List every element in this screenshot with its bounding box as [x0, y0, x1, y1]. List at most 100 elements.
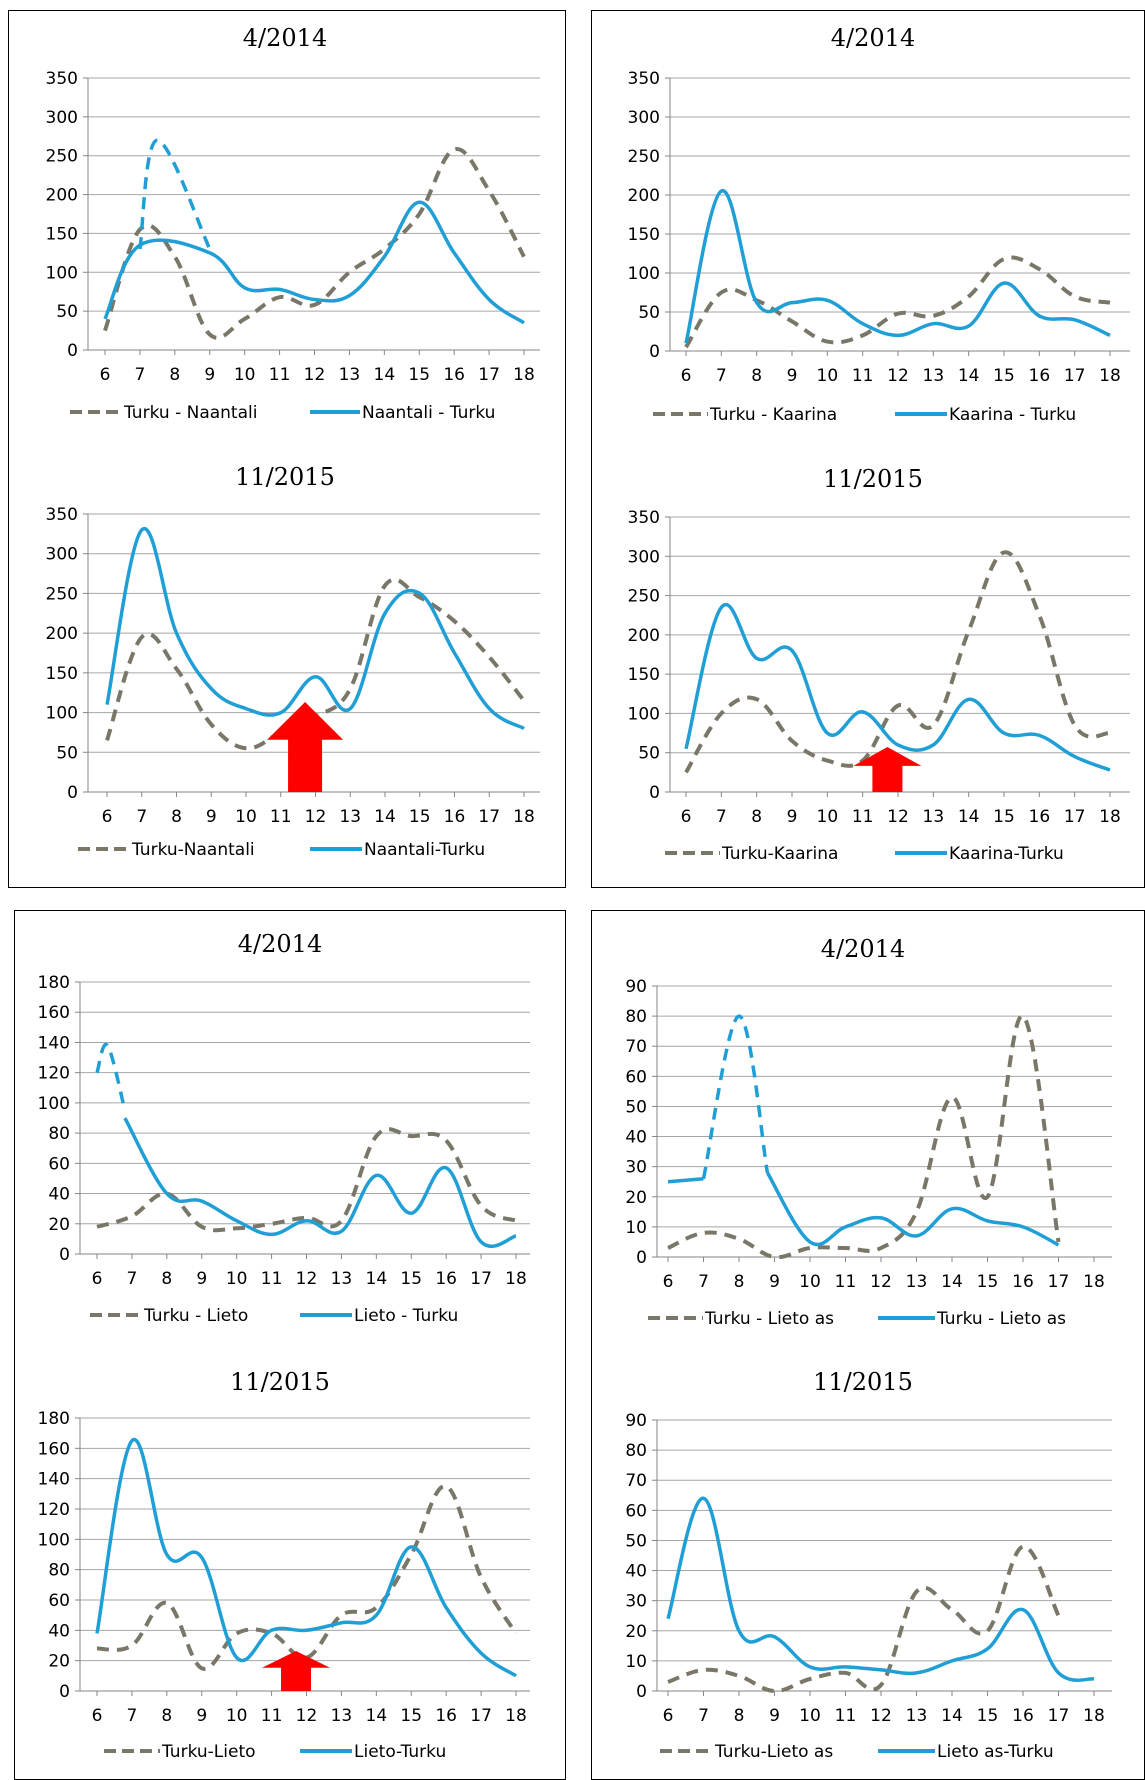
series-line-missing-segment	[701, 1014, 770, 1180]
x-tick-label: 10	[799, 1706, 821, 1726]
y-tick-label: 140	[38, 1470, 70, 1490]
x-tick-label: 8	[734, 1706, 745, 1726]
y-tick-label: 30	[625, 1592, 647, 1612]
x-tick-label: 7	[716, 807, 727, 827]
x-tick-label: 16	[1029, 807, 1051, 827]
y-tick-label: 200	[628, 186, 660, 206]
x-tick-label: 15	[993, 807, 1015, 827]
series-line-1	[105, 526, 525, 731]
legend-label: Kaarina-Turku	[949, 844, 1064, 864]
y-tick-label: 150	[46, 664, 78, 684]
x-tick-label: 10	[226, 1706, 248, 1726]
y-tick-label: 250	[46, 584, 78, 604]
y-tick-label: 60	[48, 1154, 70, 1174]
y-tick-label: 100	[46, 263, 78, 283]
x-tick-label: 9	[787, 807, 798, 827]
y-tick-label: 80	[625, 1007, 647, 1027]
x-tick-label: 8	[734, 1272, 745, 1292]
x-tick-label: 6	[663, 1706, 674, 1726]
series-line-0	[667, 1544, 1061, 1694]
y-tick-label: 100	[628, 704, 660, 724]
y-tick-label: 150	[46, 224, 78, 244]
y-tick-label: 60	[625, 1067, 647, 1087]
y-tick-label: 150	[628, 225, 660, 245]
x-tick-label: 14	[941, 1272, 963, 1292]
x-tick-label: 14	[366, 1706, 388, 1726]
x-tick-label: 11	[269, 365, 291, 385]
legend-label: Kaarina - Turku	[949, 405, 1076, 425]
y-tick-label: 40	[48, 1621, 70, 1641]
y-tick-label: 350	[628, 508, 660, 528]
y-tick-label: 140	[38, 1033, 70, 1053]
y-tick-label: 350	[46, 69, 78, 89]
x-tick-label: 7	[127, 1269, 138, 1289]
x-tick-label: 15	[409, 807, 431, 827]
x-tick-label: 7	[136, 807, 147, 827]
x-tick-label: 14	[374, 807, 396, 827]
chart-title: 4/2014	[243, 24, 327, 52]
y-tick-label: 180	[38, 1409, 70, 1429]
x-tick-label: 14	[958, 366, 980, 386]
series-line-1	[666, 1496, 1095, 1682]
y-tick-label: 250	[628, 147, 660, 167]
x-tick-label: 18	[513, 365, 535, 385]
x-tick-label: 18	[1083, 1272, 1105, 1292]
y-tick-label: 80	[48, 1561, 70, 1581]
y-tick-label: 160	[38, 1003, 70, 1023]
x-tick-label: 8	[161, 1706, 172, 1726]
x-tick-label: 17	[1048, 1272, 1070, 1292]
x-tick-label: 16	[435, 1269, 457, 1289]
x-tick-label: 14	[374, 365, 396, 385]
chart-1: 4/2014 0 50 100 150 200 250 300 350 6 7 8 9 10 11 12 13 1…	[628, 24, 1130, 425]
chart-5: 4/2014 0 10 20 30 40 50 60 70 80 90 6 7 8 9 10 11 12 13 14 1…	[625, 935, 1112, 1329]
x-tick-label: 6	[102, 807, 113, 827]
x-tick-label: 17	[1048, 1706, 1070, 1726]
x-tick-label: 15	[408, 365, 430, 385]
y-tick-label: 0	[636, 1682, 647, 1702]
y-tick-label: 100	[38, 1530, 70, 1550]
x-tick-label: 18	[505, 1269, 527, 1289]
x-tick-label: 9	[787, 366, 798, 386]
y-tick-label: 20	[48, 1215, 70, 1235]
x-tick-label: 7	[127, 1706, 138, 1726]
y-tick-label: 50	[56, 743, 78, 763]
y-tick-label: 250	[46, 147, 78, 167]
x-tick-label: 16	[443, 365, 465, 385]
y-tick-label: 50	[625, 1097, 647, 1117]
x-tick-label: 17	[478, 807, 500, 827]
x-tick-label: 9	[196, 1706, 207, 1726]
y-tick-label: 200	[46, 624, 78, 644]
y-tick-label: 10	[625, 1652, 647, 1672]
x-tick-label: 17	[1064, 807, 1086, 827]
x-tick-label: 10	[817, 366, 839, 386]
series-line-0	[103, 147, 526, 340]
series-line-0	[96, 1484, 518, 1671]
x-tick-label: 16	[1012, 1706, 1034, 1726]
y-tick-label: 80	[48, 1124, 70, 1144]
x-tick-label: 18	[1099, 807, 1121, 827]
x-tick-label: 11	[835, 1272, 857, 1292]
y-tick-label: 40	[48, 1185, 70, 1205]
x-tick-label: 18	[505, 1706, 527, 1726]
y-tick-label: 50	[56, 302, 78, 322]
y-tick-label: 90	[625, 1411, 647, 1431]
y-tick-label: 0	[636, 1248, 647, 1268]
series-line-0	[96, 1127, 517, 1233]
x-tick-label: 7	[698, 1706, 709, 1726]
legend-label: Turku-Lieto	[161, 1742, 256, 1762]
x-tick-label: 6	[92, 1706, 103, 1726]
x-tick-label: 13	[923, 807, 945, 827]
chart-7: 11/2015 0 10 20 30 40 50 60 70 80 90 6 7 8 9 10 11 12 13 14…	[625, 1368, 1112, 1762]
legend-label: Turku - Naantali	[123, 403, 257, 423]
x-tick-label: 14	[958, 807, 980, 827]
x-tick-label: 13	[331, 1706, 353, 1726]
y-tick-label: 300	[628, 547, 660, 567]
chart-title: 11/2015	[230, 1368, 330, 1396]
y-tick-label: 80	[625, 1441, 647, 1461]
chart-6: 11/2015 0 20 40 60 80 100 120 140 160 180 6 7 8 9 10 11 1…	[38, 1368, 530, 1762]
x-tick-label: 8	[751, 366, 762, 386]
chart-title: 11/2015	[823, 465, 923, 493]
x-tick-label: 16	[435, 1706, 457, 1726]
x-tick-label: 7	[698, 1272, 709, 1292]
